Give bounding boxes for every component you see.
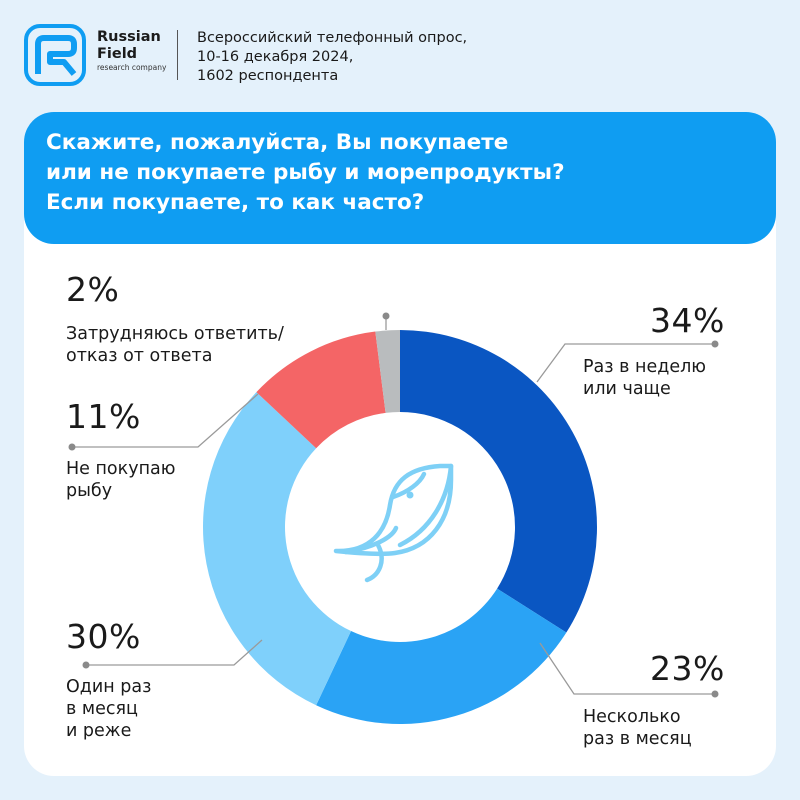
slice-label-monthly-or-less: Один раз в месяц и реже bbox=[66, 676, 151, 742]
slice-label-several-monthly-line2: раз в месяц bbox=[583, 729, 692, 749]
slice-value-dont-know: 2% bbox=[66, 270, 120, 309]
leader-not-buying bbox=[72, 393, 259, 448]
survey-info: Всероссийский телефонный опрос, 10-16 де… bbox=[197, 29, 467, 86]
russian-field-logo-icon bbox=[24, 24, 86, 86]
slice-several-monthly bbox=[316, 588, 567, 724]
slice-label-several-monthly: Несколько раз в месяц bbox=[583, 706, 692, 750]
slice-label-weekly-line2: или чаще bbox=[583, 379, 671, 399]
slice-label-dont-know-line1: Затрудняюсь ответить/ bbox=[66, 324, 284, 344]
question-line1: Скажите, пожалуйста, Вы покупаете bbox=[46, 130, 509, 155]
survey-info-line1: Всероссийский телефонный опрос, bbox=[197, 30, 468, 46]
survey-info-line3: 1602 респондента bbox=[197, 68, 339, 84]
leader-several-monthly-dot bbox=[711, 690, 719, 698]
leader-several-monthly bbox=[539, 642, 715, 695]
leader-lines bbox=[68, 312, 719, 698]
slice-monthly-or-less bbox=[203, 392, 352, 706]
leader-monthly-or-less bbox=[86, 639, 263, 666]
leader-not-buying-dot bbox=[68, 443, 76, 451]
slice-label-not-buying: Не покупаю рыбу bbox=[66, 458, 175, 502]
slice-dont-know bbox=[375, 330, 400, 413]
slice-value-not-buying: 11% bbox=[66, 397, 141, 436]
slice-label-monthly-or-less-line1: Один раз bbox=[66, 677, 152, 697]
leader-monthly-or-less-dot bbox=[82, 661, 90, 669]
leader-weekly-dot bbox=[711, 340, 719, 348]
fish-icon bbox=[333, 463, 454, 583]
slice-label-weekly-line1: Раз в неделю bbox=[583, 357, 707, 377]
leader-dont-know-dot bbox=[382, 312, 390, 320]
brand-name-line2: Field bbox=[97, 46, 138, 62]
slice-label-several-monthly-line1: Несколько bbox=[583, 707, 681, 727]
question-line3: Если покупаете, то как часто? bbox=[46, 190, 425, 215]
brand-name-line1: Russian bbox=[97, 29, 161, 45]
slice-label-dont-know: Затрудняюсь ответить/ отказ от ответа bbox=[66, 323, 284, 367]
slice-label-dont-know-line2: отказ от ответа bbox=[66, 346, 213, 366]
header: Russian Field research company Всероссий… bbox=[0, 0, 800, 105]
slice-value-weekly: 34% bbox=[650, 301, 725, 340]
slice-label-weekly: Раз в неделю или чаще bbox=[583, 356, 706, 400]
question-banner: Скажите, пожалуйста, Вы покупаете или не… bbox=[24, 112, 776, 244]
slice-label-monthly-or-less-line3: и реже bbox=[66, 721, 132, 741]
slice-value-monthly-or-less: 30% bbox=[66, 617, 141, 656]
slice-label-not-buying-line1: Не покупаю bbox=[66, 459, 176, 479]
slice-not-buying bbox=[256, 331, 386, 449]
slice-label-not-buying-line2: рыбу bbox=[66, 481, 113, 501]
brand-tagline: research company bbox=[97, 63, 167, 72]
slice-value-several-monthly: 23% bbox=[650, 649, 725, 688]
header-divider bbox=[177, 30, 178, 80]
donut-slices bbox=[203, 330, 597, 724]
survey-info-line2: 10-16 декабря 2024, bbox=[197, 49, 354, 65]
leader-weekly bbox=[536, 343, 715, 383]
brand-name: Russian Field research company bbox=[97, 29, 166, 73]
slice-weekly bbox=[400, 330, 597, 633]
slice-label-monthly-or-less-line2: в месяц bbox=[66, 699, 138, 719]
question-line2: или не покупаете рыбу и морепродукты? bbox=[46, 160, 565, 185]
